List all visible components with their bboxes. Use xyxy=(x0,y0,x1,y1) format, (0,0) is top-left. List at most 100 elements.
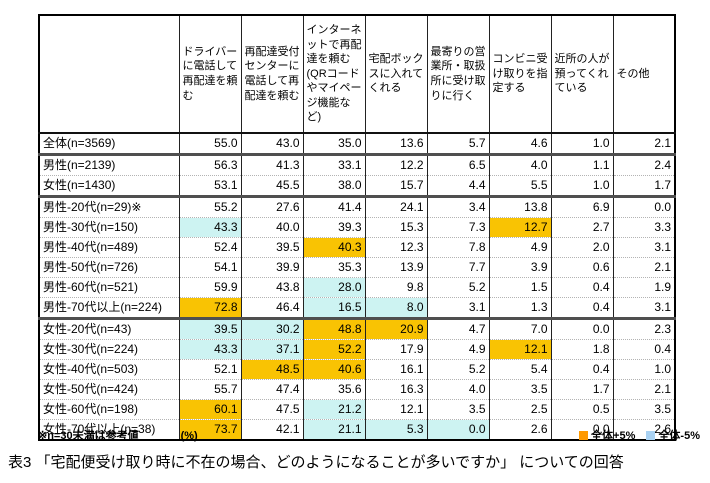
table-row: 男性-60代(n=521) 59.9 43.8 28.0 9.8 5.2 1.5 0.4 1.9 xyxy=(38,277,675,298)
value-cell: 5.2 xyxy=(426,277,489,298)
table-row: 女性-40代(n=503) 52.1 48.5 40.6 16.1 5.2 5.4 0.4 1.… xyxy=(38,359,675,380)
value-cell: 5.4 xyxy=(488,359,551,380)
value-cell: 52.2 xyxy=(302,339,365,360)
value-cell: 0.4 xyxy=(550,277,613,298)
value-cell: 55.7 xyxy=(178,379,241,400)
value-cell: 3.5 xyxy=(488,379,551,400)
value-cell: 40.3 xyxy=(302,237,365,258)
value-cell: 17.9 xyxy=(364,339,427,360)
value-cell: 41.4 xyxy=(302,195,365,218)
value-cell: 42.1 xyxy=(240,419,303,440)
value-cell: 55.2 xyxy=(178,195,241,218)
value-cell: 7.8 xyxy=(426,237,489,258)
value-cell: 1.1 xyxy=(550,153,613,176)
value-cell: 15.3 xyxy=(364,217,427,238)
value-cell: 2.1 xyxy=(612,257,675,278)
value-cell: 1.7 xyxy=(612,175,675,197)
row-label: 女性-40代(n=503) xyxy=(38,359,179,380)
column-header-neighbor: 近所の人が預ってくれている xyxy=(550,15,613,134)
value-cell: 2.1 xyxy=(612,133,675,155)
table-row: 男性-30代(n=150) 43.3 40.0 39.3 15.3 7.3 12.7 2.7 3… xyxy=(38,217,675,238)
value-cell: 3.4 xyxy=(426,195,489,218)
value-cell: 15.7 xyxy=(364,175,427,197)
legend-plus-swatch xyxy=(579,431,589,440)
value-cell: 2.6 xyxy=(488,419,551,440)
value-cell: 5.5 xyxy=(488,175,551,197)
table-caption: 表3 「宅配便受け取り時に不在の場合、どのようになることが多いですか」 について… xyxy=(8,454,624,471)
highlight-legend: 全体+5% 全体-5% xyxy=(571,428,700,444)
value-cell: 2.1 xyxy=(612,379,675,400)
row-label: 男性-70代以上(n=224) xyxy=(38,297,179,319)
column-header-driver-phone: ドライバーに電話して再配達を頼む xyxy=(178,15,241,134)
value-cell: 20.9 xyxy=(364,317,427,340)
value-cell: 13.8 xyxy=(488,195,551,218)
value-cell: 2.3 xyxy=(612,317,675,340)
value-cell: 1.8 xyxy=(550,339,613,360)
value-cell: 3.3 xyxy=(612,217,675,238)
table-row: 全体(n=3569) 55.0 43.0 35.0 13.6 5.7 4.6 1.0 2.1 xyxy=(38,133,675,155)
row-label: 男性-50代(n=726) xyxy=(38,257,179,278)
value-cell: 5.3 xyxy=(364,419,427,440)
legend-minus-label: 全体-5% xyxy=(658,430,700,442)
value-cell: 2.7 xyxy=(550,217,613,238)
value-cell: 0.4 xyxy=(612,339,675,360)
value-cell: 0.0 xyxy=(550,317,613,340)
value-cell: 24.1 xyxy=(364,195,427,218)
value-cell: 16.1 xyxy=(364,359,427,380)
column-header-delivery-box: 宅配ボックスに入れてくれる xyxy=(364,15,427,134)
value-cell: 47.5 xyxy=(240,399,303,420)
column-header-office-pickup: 最寄りの営業所・取扱所に受け取りに行く xyxy=(426,15,489,134)
column-header-internet: インターネットで再配達を頼む(QRコードやマイページ機能など) xyxy=(302,15,365,134)
value-cell: 52.1 xyxy=(178,359,241,380)
value-cell: 3.1 xyxy=(612,297,675,319)
value-cell: 46.4 xyxy=(240,297,303,319)
survey-table: ドライバーに電話して再配達を頼む 再配達受付センターに電話して再配達を頼む イン… xyxy=(38,14,676,441)
value-cell: 40.0 xyxy=(240,217,303,238)
corner-cell xyxy=(38,15,179,134)
row-label: 男性-30代(n=150) xyxy=(38,217,179,238)
legend-plus-label: 全体+5% xyxy=(591,430,636,442)
row-label: 男性-60代(n=521) xyxy=(38,277,179,298)
row-label: 女性-60代(n=198) xyxy=(38,399,179,420)
unit-note: (%) xyxy=(180,430,198,442)
survey-table-body: 全体(n=3569) 55.0 43.0 35.0 13.6 5.7 4.6 1.0 2.1 男性… xyxy=(38,133,675,440)
value-cell: 73.7 xyxy=(178,419,241,440)
table-row: 男性-50代(n=726) 54.1 39.9 35.3 13.9 7.7 3.9 0.6 2.… xyxy=(38,257,675,278)
reference-note: ※n=30未満は参考値 xyxy=(38,430,139,442)
value-cell: 43.8 xyxy=(240,277,303,298)
value-cell: 12.3 xyxy=(364,237,427,258)
value-cell: 35.6 xyxy=(302,379,365,400)
value-cell: 54.1 xyxy=(178,257,241,278)
table-row: 男性-20代(n=29)※ 55.2 27.6 41.4 24.1 3.4 13.8 6.9 0… xyxy=(38,195,675,218)
value-cell: 3.5 xyxy=(426,399,489,420)
value-cell: 9.8 xyxy=(364,277,427,298)
value-cell: 39.9 xyxy=(240,257,303,278)
value-cell: 0.4 xyxy=(550,359,613,380)
value-cell: 47.4 xyxy=(240,379,303,400)
value-cell: 7.7 xyxy=(426,257,489,278)
value-cell: 3.9 xyxy=(488,257,551,278)
value-cell: 0.0 xyxy=(550,419,613,440)
value-cell: 7.0 xyxy=(488,317,551,340)
header-row: ドライバーに電話して再配達を頼む 再配達受付センターに電話して再配達を頼む イン… xyxy=(38,15,675,134)
value-cell: 72.8 xyxy=(178,297,241,319)
column-header-redelivery-center: 再配達受付センターに電話して再配達を頼む xyxy=(240,15,303,134)
value-cell: 38.0 xyxy=(302,175,365,197)
table-row: 女性-60代(n=198) 60.1 47.5 21.2 12.1 3.5 2.5 0.5 3.… xyxy=(38,399,675,420)
row-label: 全体(n=3569) xyxy=(38,133,179,155)
value-cell: 53.1 xyxy=(178,175,241,197)
value-cell: 56.3 xyxy=(178,153,241,176)
value-cell: 28.0 xyxy=(302,277,365,298)
value-cell: 30.2 xyxy=(240,317,303,340)
value-cell: 2.0 xyxy=(550,237,613,258)
value-cell: 40.6 xyxy=(302,359,365,380)
value-cell: 0.0 xyxy=(612,195,675,218)
value-cell: 39.5 xyxy=(178,317,241,340)
value-cell: 3.5 xyxy=(612,399,675,420)
row-label: 男性-20代(n=29)※ xyxy=(38,195,179,218)
value-cell: 4.4 xyxy=(426,175,489,197)
value-cell: 8.0 xyxy=(364,297,427,319)
value-cell: 39.3 xyxy=(302,217,365,238)
table-row: 女性-50代(n=424) 55.7 47.4 35.6 16.3 4.0 3.5 1.7 2.… xyxy=(38,379,675,400)
value-cell: 27.6 xyxy=(240,195,303,218)
